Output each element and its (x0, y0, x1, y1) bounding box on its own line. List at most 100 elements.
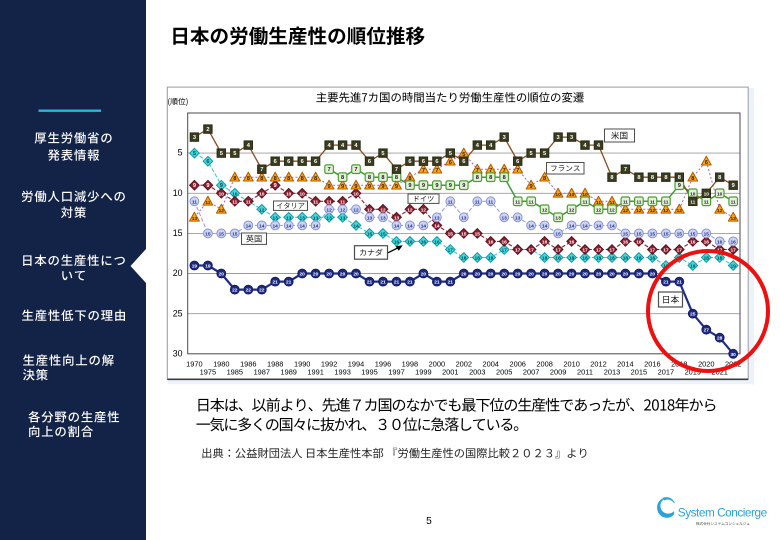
svg-text:13: 13 (380, 215, 386, 221)
svg-text:20: 20 (340, 272, 346, 278)
svg-text:21: 21 (663, 280, 669, 286)
svg-text:2002: 2002 (456, 359, 472, 368)
svg-text:14: 14 (609, 223, 615, 229)
svg-text:13: 13 (286, 215, 292, 221)
svg-text:2008: 2008 (536, 359, 552, 368)
svg-text:1970: 1970 (186, 359, 202, 368)
svg-text:9: 9 (530, 184, 533, 190)
svg-text:8: 8 (691, 176, 694, 182)
svg-text:1991: 1991 (307, 367, 323, 376)
svg-text:10: 10 (259, 191, 265, 197)
svg-text:1996: 1996 (375, 359, 391, 368)
svg-text:1993: 1993 (334, 367, 350, 376)
svg-text:9: 9 (341, 184, 344, 190)
svg-text:2021: 2021 (711, 367, 727, 376)
svg-text:7: 7 (354, 167, 357, 173)
svg-text:28: 28 (717, 336, 723, 342)
svg-text:16: 16 (434, 239, 440, 245)
svg-text:22: 22 (246, 288, 252, 294)
svg-text:2000: 2000 (429, 359, 445, 368)
svg-text:8: 8 (718, 175, 721, 181)
svg-text:14: 14 (353, 223, 359, 229)
svg-text:15: 15 (690, 231, 696, 237)
svg-text:17: 17 (502, 248, 508, 254)
svg-text:30: 30 (731, 352, 737, 358)
svg-text:18: 18 (488, 256, 494, 262)
svg-text:6: 6 (274, 159, 277, 165)
svg-text:8: 8 (664, 175, 667, 181)
svg-text:17: 17 (528, 248, 534, 254)
svg-text:12: 12 (717, 208, 723, 214)
svg-text:13: 13 (394, 215, 400, 221)
svg-text:6: 6 (368, 159, 371, 165)
svg-text:5: 5 (462, 152, 465, 158)
svg-text:17: 17 (677, 248, 683, 254)
svg-text:21: 21 (448, 280, 454, 286)
svg-text:21: 21 (286, 280, 292, 286)
svg-text:9: 9 (435, 183, 438, 189)
svg-text:16: 16 (636, 239, 642, 245)
svg-text:12: 12 (677, 208, 683, 214)
svg-text:10: 10 (690, 191, 696, 197)
svg-text:14: 14 (582, 223, 588, 229)
svg-text:13: 13 (340, 215, 346, 221)
svg-text:2003: 2003 (469, 367, 485, 376)
svg-text:15: 15 (367, 231, 373, 237)
svg-text:1998: 1998 (402, 359, 418, 368)
svg-text:3: 3 (193, 135, 196, 141)
svg-text:19: 19 (205, 264, 211, 270)
svg-text:4: 4 (489, 143, 493, 149)
svg-text:5: 5 (178, 148, 183, 158)
svg-text:15: 15 (636, 231, 642, 237)
svg-text:11: 11 (731, 199, 736, 205)
svg-text:7: 7 (328, 167, 331, 173)
svg-text:21: 21 (677, 280, 683, 286)
svg-text:21: 21 (394, 280, 400, 286)
svg-text:10: 10 (300, 191, 306, 197)
svg-text:1995: 1995 (361, 367, 377, 376)
svg-text:9: 9 (678, 183, 681, 189)
svg-text:2010: 2010 (563, 359, 579, 368)
svg-text:3: 3 (557, 135, 560, 141)
svg-text:20: 20 (326, 272, 332, 278)
svg-text:7: 7 (476, 168, 479, 174)
svg-text:13: 13 (502, 215, 508, 221)
svg-text:6: 6 (408, 159, 411, 165)
svg-text:2: 2 (206, 127, 209, 133)
svg-text:2007: 2007 (523, 367, 539, 376)
svg-text:8: 8 (503, 175, 506, 181)
svg-text:8: 8 (543, 176, 546, 182)
svg-text:4: 4 (354, 143, 358, 149)
svg-text:25: 25 (690, 312, 696, 318)
svg-text:12: 12 (353, 207, 359, 213)
svg-text:9: 9 (408, 183, 411, 189)
svg-text:12: 12 (380, 207, 386, 213)
svg-text:19: 19 (690, 264, 696, 270)
svg-text:17: 17 (663, 248, 669, 254)
svg-text:21: 21 (434, 280, 440, 286)
svg-text:20: 20 (488, 272, 494, 278)
svg-text:15: 15 (380, 231, 386, 237)
svg-text:2004: 2004 (482, 359, 498, 368)
svg-text:8: 8 (368, 175, 371, 181)
svg-text:8: 8 (637, 175, 640, 181)
svg-text:17: 17 (650, 248, 656, 254)
svg-text:11: 11 (623, 199, 628, 205)
svg-text:3: 3 (570, 135, 573, 141)
svg-text:9: 9 (381, 184, 384, 190)
svg-text:4: 4 (247, 143, 251, 149)
svg-text:9: 9 (206, 183, 209, 189)
svg-text:11: 11 (475, 199, 480, 205)
svg-text:20: 20 (528, 272, 534, 278)
svg-text:6: 6 (516, 159, 519, 165)
svg-text:9: 9 (328, 184, 331, 190)
svg-text:16: 16 (569, 239, 575, 245)
svg-text:18: 18 (623, 256, 629, 262)
svg-text:16: 16 (488, 239, 494, 245)
svg-text:13: 13 (273, 215, 279, 221)
svg-text:11: 11 (582, 199, 587, 205)
svg-text:16: 16 (421, 239, 427, 245)
svg-text:20: 20 (313, 272, 319, 278)
svg-text:11: 11 (529, 199, 534, 205)
svg-text:2011: 2011 (577, 367, 593, 376)
